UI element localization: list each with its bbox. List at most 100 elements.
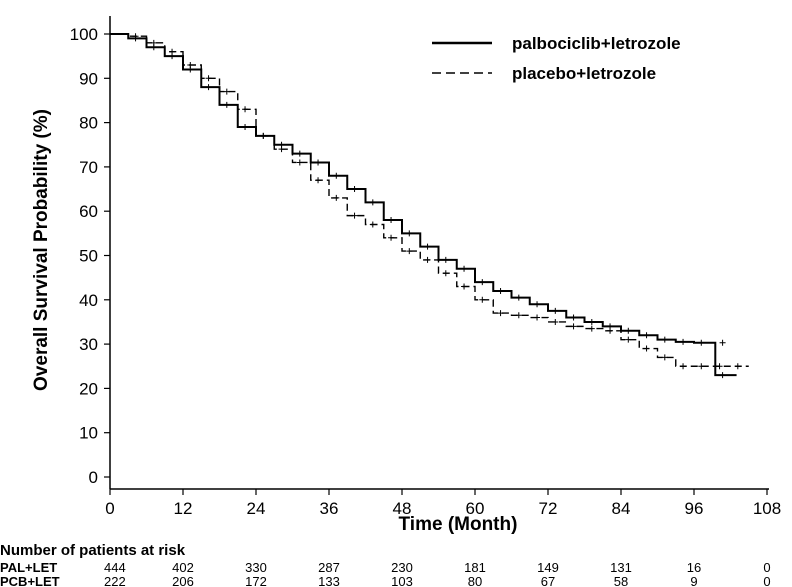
risk-count: 103 bbox=[391, 574, 413, 587]
x-tick-label: 96 bbox=[685, 499, 704, 518]
risk-count: 131 bbox=[610, 560, 632, 575]
risk-count: 287 bbox=[318, 560, 340, 575]
x-tick-label: 48 bbox=[393, 499, 412, 518]
censor-mark bbox=[515, 294, 522, 301]
x-tick-label: 84 bbox=[612, 499, 631, 518]
risk-count: 9 bbox=[690, 574, 697, 587]
plot-area: 0 12 24 36 48 60 72 84 96 108 0 10 20 30 40 50 60 70 80 90… bbox=[70, 16, 781, 518]
risk-count: 444 bbox=[104, 560, 126, 575]
censor-mark bbox=[497, 310, 504, 317]
censor-mark bbox=[333, 172, 340, 179]
censor-mark bbox=[205, 75, 212, 82]
y-tick-label: 10 bbox=[79, 424, 98, 443]
censor-mark bbox=[680, 338, 687, 345]
y-tick-label: 70 bbox=[79, 158, 98, 177]
y-tick-label: 20 bbox=[79, 379, 98, 398]
risk-count: 149 bbox=[537, 560, 559, 575]
censor-mark bbox=[625, 336, 632, 343]
censor-mark bbox=[552, 307, 559, 314]
censor-mark bbox=[442, 270, 449, 277]
censor-mark bbox=[588, 318, 595, 325]
y-axis-title: Overall Survival Probability (%) bbox=[31, 109, 52, 391]
y-tick-label: 50 bbox=[79, 247, 98, 266]
censor-mark bbox=[223, 101, 230, 108]
y-tick-label: 90 bbox=[79, 69, 98, 88]
censor-mark bbox=[369, 199, 376, 206]
series-layer bbox=[110, 33, 749, 379]
censor-mark bbox=[698, 363, 705, 370]
censor-mark bbox=[388, 217, 395, 224]
risk-row-label: PAL+LET bbox=[0, 560, 57, 575]
censor-mark bbox=[205, 84, 212, 91]
risk-count: 206 bbox=[172, 574, 194, 587]
x-tick-label: 36 bbox=[320, 499, 339, 518]
censor-mark bbox=[719, 339, 726, 346]
risk-table-title: Number of patients at risk bbox=[0, 542, 186, 559]
y-axis-ticks: 0 10 20 30 40 50 60 70 80 90 100 bbox=[70, 25, 110, 487]
censor-mark bbox=[734, 363, 741, 370]
legend-label-palbociclib: palbociclib+letrozole bbox=[512, 34, 681, 53]
censor-mark bbox=[406, 248, 413, 255]
censor-mark bbox=[260, 132, 267, 139]
risk-count: 330 bbox=[245, 560, 267, 575]
censor-mark bbox=[497, 287, 504, 294]
censor-mark bbox=[442, 256, 449, 263]
series-palbociclib bbox=[110, 33, 737, 379]
censor-mark bbox=[406, 230, 413, 237]
risk-count: 172 bbox=[245, 574, 267, 587]
censor-mark bbox=[643, 345, 650, 352]
censor-mark bbox=[351, 212, 358, 219]
censor-mark bbox=[333, 194, 340, 201]
censor-mark bbox=[169, 48, 176, 55]
risk-count: 80 bbox=[468, 574, 482, 587]
censor-mark bbox=[661, 336, 668, 343]
censor-mark bbox=[643, 332, 650, 339]
censor-mark bbox=[150, 39, 157, 46]
censor-mark bbox=[461, 265, 468, 272]
risk-count: 0 bbox=[763, 574, 770, 587]
censor-mark bbox=[716, 363, 723, 370]
censor-mark bbox=[388, 234, 395, 241]
x-axis-title: Time (Month) bbox=[399, 514, 518, 535]
censor-mark bbox=[534, 314, 541, 321]
risk-count: 402 bbox=[172, 560, 194, 575]
x-tick-label: 72 bbox=[539, 499, 558, 518]
censor-mark bbox=[296, 150, 303, 157]
legend-label-placebo: placebo+letrozole bbox=[512, 64, 656, 83]
censor-mark bbox=[607, 327, 614, 334]
risk-count: 58 bbox=[614, 574, 628, 587]
y-tick-label: 30 bbox=[79, 335, 98, 354]
censor-mark bbox=[570, 323, 577, 330]
censor-mark bbox=[680, 363, 687, 370]
risk-count: 181 bbox=[464, 560, 486, 575]
x-tick-label: 108 bbox=[753, 499, 781, 518]
censor-mark bbox=[369, 221, 376, 228]
y-tick-label: 80 bbox=[79, 114, 98, 133]
censor-mark bbox=[461, 283, 468, 290]
censor-mark bbox=[132, 33, 139, 40]
censor-mark bbox=[515, 312, 522, 319]
censor-mark bbox=[570, 314, 577, 321]
x-tick-label: 60 bbox=[466, 499, 485, 518]
risk-count: 0 bbox=[763, 560, 770, 575]
censor-mark bbox=[424, 243, 431, 250]
censor-mark bbox=[534, 301, 541, 308]
y-tick-label: 0 bbox=[89, 468, 98, 487]
x-tick-label: 12 bbox=[174, 499, 193, 518]
censor-mark bbox=[424, 256, 431, 263]
censor-mark bbox=[719, 372, 726, 379]
censor-mark bbox=[223, 88, 230, 95]
censor-mark bbox=[479, 279, 486, 286]
risk-table-rows: PAL+LET 444 402 330 287 230 181 149 131 16 0 PCB+LE… bbox=[0, 560, 771, 587]
y-tick-label: 100 bbox=[70, 25, 98, 44]
censor-mark bbox=[698, 339, 705, 346]
x-tick-label: 0 bbox=[105, 499, 114, 518]
censor-mark bbox=[242, 124, 249, 131]
legend: palbociclib+letrozole placebo+letrozole bbox=[432, 34, 681, 83]
censor-mark bbox=[315, 159, 322, 166]
y-tick-label: 40 bbox=[79, 291, 98, 310]
risk-count: 133 bbox=[318, 574, 340, 587]
risk-count: 222 bbox=[104, 574, 126, 587]
risk-count: 67 bbox=[541, 574, 555, 587]
